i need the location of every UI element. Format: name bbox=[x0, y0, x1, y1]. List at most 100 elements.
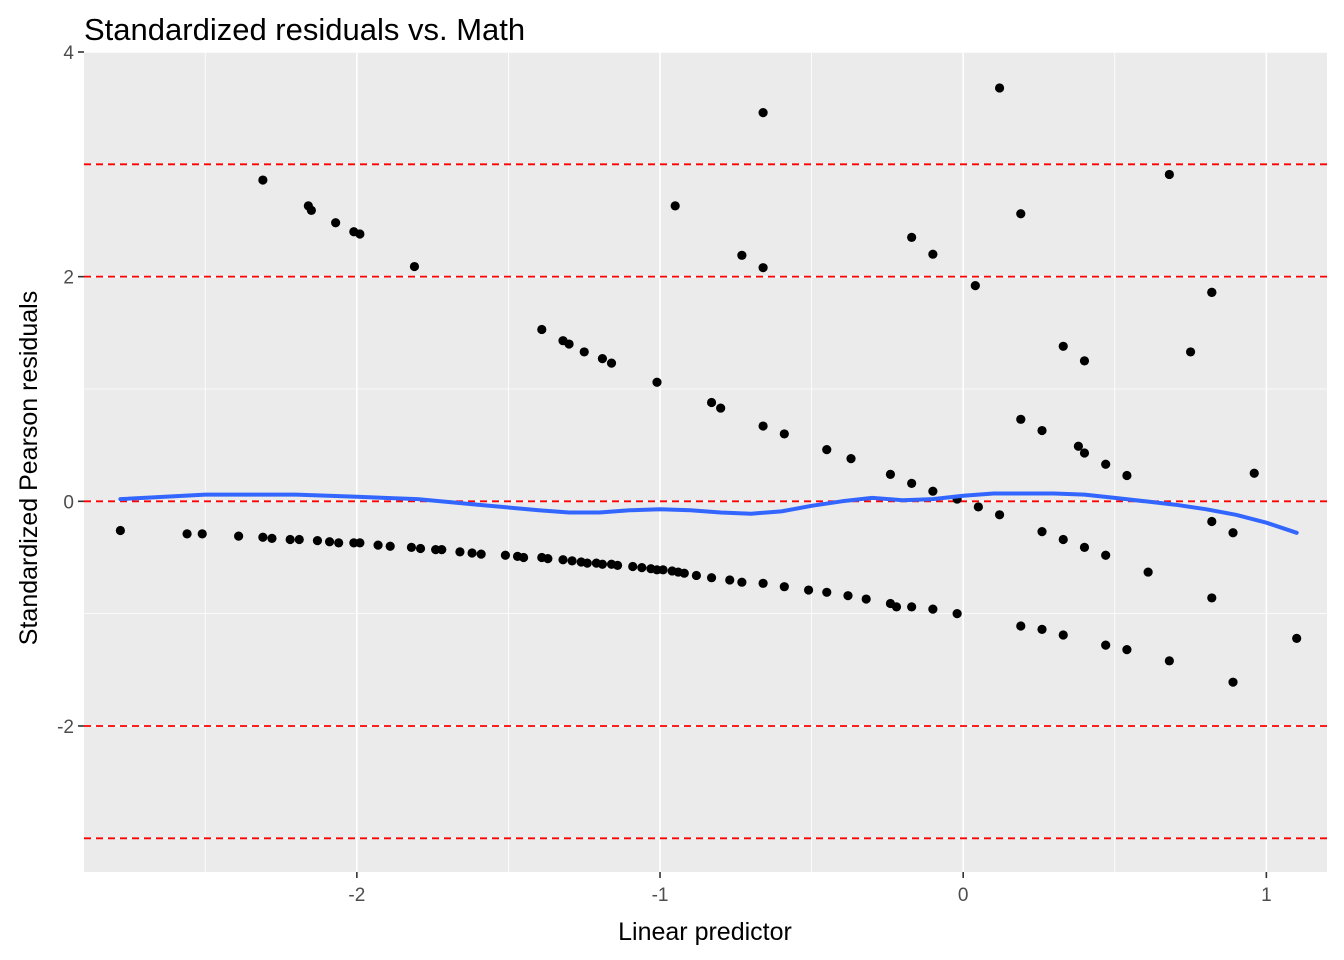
data-point bbox=[1073, 441, 1083, 451]
data-point bbox=[1249, 468, 1259, 478]
data-point bbox=[467, 548, 477, 558]
data-point bbox=[597, 559, 608, 569]
data-point bbox=[1207, 516, 1217, 527]
y-axis-title: Standardized Pearson residuals bbox=[15, 291, 43, 645]
data-point bbox=[455, 547, 465, 557]
data-point bbox=[294, 534, 304, 545]
data-point bbox=[258, 532, 268, 542]
data-point bbox=[779, 582, 789, 592]
x-axis-title: Linear predictor bbox=[618, 918, 792, 946]
data-point bbox=[803, 585, 814, 595]
data-point bbox=[537, 324, 547, 335]
data-point bbox=[1058, 341, 1068, 351]
data-point bbox=[612, 560, 623, 570]
data-point bbox=[385, 541, 395, 551]
data-point bbox=[1037, 425, 1047, 436]
x-tick-label: -1 bbox=[652, 885, 669, 906]
data-point bbox=[907, 602, 917, 612]
data-point bbox=[637, 562, 647, 573]
data-point bbox=[115, 525, 125, 536]
y-tick-label: -2 bbox=[57, 717, 74, 738]
data-point bbox=[355, 229, 365, 239]
data-point bbox=[334, 538, 344, 548]
data-point bbox=[324, 537, 335, 547]
data-point bbox=[679, 568, 689, 578]
data-point bbox=[1079, 542, 1090, 552]
data-point bbox=[415, 543, 426, 554]
y-axis: -2 0 2 4 bbox=[57, 43, 84, 738]
data-point bbox=[355, 538, 365, 548]
x-tick-label: 0 bbox=[958, 885, 969, 906]
data-point bbox=[907, 478, 917, 488]
data-point bbox=[476, 549, 486, 559]
data-point bbox=[1228, 528, 1238, 538]
data-point bbox=[558, 555, 568, 565]
data-point bbox=[670, 201, 680, 211]
data-point bbox=[928, 486, 938, 496]
data-point bbox=[706, 397, 717, 408]
data-point bbox=[994, 83, 1005, 93]
data-point bbox=[846, 454, 856, 464]
data-point bbox=[843, 591, 853, 601]
data-point bbox=[1143, 567, 1153, 577]
data-point bbox=[1058, 630, 1068, 640]
plot-panel bbox=[84, 52, 1327, 872]
data-point bbox=[973, 502, 983, 512]
data-point bbox=[737, 577, 747, 587]
data-point bbox=[500, 550, 511, 560]
data-point bbox=[758, 578, 768, 588]
data-point bbox=[567, 556, 577, 566]
data-point bbox=[606, 358, 617, 368]
data-point bbox=[312, 536, 323, 546]
x-axis: -2 -1 0 1 bbox=[348, 872, 1272, 906]
data-point bbox=[1164, 169, 1174, 180]
data-point bbox=[1292, 633, 1302, 643]
data-point bbox=[1207, 287, 1217, 297]
data-point bbox=[1185, 347, 1196, 357]
data-point bbox=[1058, 534, 1068, 545]
data-point bbox=[1016, 621, 1026, 631]
data-point bbox=[822, 445, 832, 455]
data-point bbox=[582, 558, 592, 568]
data-point bbox=[1228, 677, 1238, 687]
data-point bbox=[952, 609, 962, 619]
data-point bbox=[1037, 624, 1047, 634]
data-point bbox=[970, 281, 980, 291]
y-tick-label: 2 bbox=[63, 268, 74, 289]
data-point bbox=[758, 421, 768, 431]
data-point bbox=[822, 587, 832, 597]
reference-lines bbox=[84, 163, 1327, 840]
data-point bbox=[1164, 656, 1174, 666]
data-points bbox=[115, 83, 1302, 687]
data-point bbox=[652, 377, 662, 387]
data-point bbox=[861, 594, 871, 604]
data-point bbox=[706, 573, 717, 583]
data-point bbox=[1122, 644, 1132, 655]
data-point bbox=[716, 403, 726, 413]
x-tick-label: -2 bbox=[348, 885, 365, 906]
data-point bbox=[994, 510, 1005, 520]
data-point bbox=[373, 540, 383, 550]
data-point bbox=[437, 545, 447, 555]
data-point bbox=[758, 263, 768, 273]
data-point bbox=[285, 534, 295, 545]
data-point bbox=[597, 354, 608, 364]
data-point bbox=[1207, 593, 1217, 603]
data-point bbox=[1101, 459, 1111, 469]
data-point bbox=[758, 108, 768, 118]
data-point bbox=[306, 205, 316, 215]
data-point bbox=[907, 232, 917, 242]
data-point bbox=[543, 554, 553, 564]
data-point bbox=[779, 429, 789, 439]
chart-title: Standardized residuals vs. Math bbox=[84, 12, 525, 47]
data-point bbox=[518, 552, 529, 563]
data-point bbox=[725, 575, 735, 585]
x-tick-label: 1 bbox=[1261, 885, 1272, 906]
data-point bbox=[1122, 470, 1132, 481]
y-tick-label: 0 bbox=[63, 492, 74, 513]
data-point bbox=[267, 533, 277, 543]
data-point bbox=[258, 175, 268, 185]
data-point bbox=[885, 469, 896, 479]
data-point bbox=[1079, 448, 1090, 458]
